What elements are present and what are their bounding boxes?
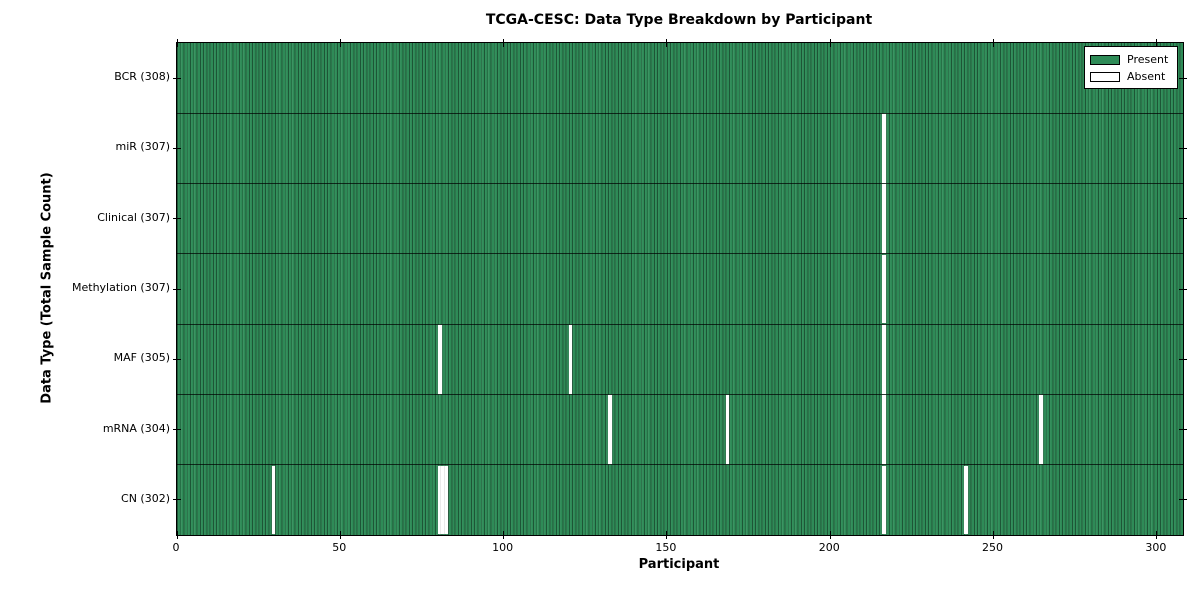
plot-area xyxy=(173,39,1187,539)
absent-mark-mrna-132 xyxy=(607,395,612,464)
absent-mark-cn-241 xyxy=(964,465,968,535)
x-tick xyxy=(666,531,668,539)
absent-swatch-icon xyxy=(1090,71,1120,82)
x-tick-label: 100 xyxy=(492,541,514,554)
absent-mark-methylation-216 xyxy=(882,254,886,324)
y-tick xyxy=(173,429,181,431)
x-tick xyxy=(503,39,505,47)
y-tick xyxy=(1179,429,1187,431)
absent-mark-cn-81 xyxy=(441,465,445,535)
absent-mark-maf-216 xyxy=(882,324,886,394)
y-tick xyxy=(173,499,181,501)
x-tick xyxy=(339,531,341,539)
row-separator xyxy=(177,183,1183,185)
y-tick xyxy=(1179,77,1187,79)
y-tick xyxy=(173,218,181,220)
row-separator xyxy=(177,112,1183,114)
absent-mark-maf-80 xyxy=(438,324,442,394)
row-separator xyxy=(177,323,1183,325)
y-tick-label-bcr: BCR (308) xyxy=(114,70,170,84)
x-tick-label: 150 xyxy=(655,541,677,554)
x-tick-label: 300 xyxy=(1145,541,1167,554)
y-tick xyxy=(1179,218,1187,220)
legend-entry-present: Present xyxy=(1090,51,1172,68)
legend-label-absent: Absent xyxy=(1127,70,1166,83)
y-tick xyxy=(173,358,181,360)
x-tick-label: 0 xyxy=(172,541,180,554)
x-tick xyxy=(503,531,505,539)
absent-mark-mrna-168 xyxy=(725,395,730,464)
absent-mark-maf-120 xyxy=(568,324,573,394)
y-tick xyxy=(1179,147,1187,149)
y-tick xyxy=(1179,288,1187,290)
x-tick xyxy=(176,531,178,539)
x-tick xyxy=(176,39,178,47)
y-tick-label-mrna: mRNA (304) xyxy=(102,421,170,435)
row-separator xyxy=(177,253,1183,255)
x-tick xyxy=(829,39,831,47)
x-tick xyxy=(1156,39,1158,47)
absent-mark-cn-216 xyxy=(882,465,886,535)
absent-mark-clinical-216 xyxy=(882,184,886,254)
absent-mark-cn-80 xyxy=(438,465,442,535)
chart-title: TCGA-CESC: Data Type Breakdown by Partic… xyxy=(485,12,873,28)
x-tick xyxy=(993,39,995,47)
absent-mark-cn-82 xyxy=(444,465,449,535)
y-tick xyxy=(173,147,181,149)
y-tick-label-methylation: Methylation (307) xyxy=(72,281,170,294)
row-separator xyxy=(177,464,1183,466)
y-tick xyxy=(173,77,181,79)
y-tick-label-clinical: Clinical (307) xyxy=(97,210,170,224)
absent-mark-mrna-216 xyxy=(882,395,886,464)
absent-mark-cn-29 xyxy=(271,465,276,535)
x-tick xyxy=(666,39,668,47)
x-tick-label: 50 xyxy=(332,541,347,554)
x-tick-label: 250 xyxy=(982,541,1004,554)
x-tick xyxy=(829,531,831,539)
x-tick xyxy=(993,531,995,539)
y-tick xyxy=(1179,499,1187,501)
x-axis-title: Participant xyxy=(638,557,720,572)
y-tick-label-cn: CN (302) xyxy=(121,491,170,505)
present-swatch-icon xyxy=(1090,54,1120,65)
legend-entry-absent: Absent xyxy=(1090,68,1172,85)
y-tick-label-mir: miR (307) xyxy=(115,140,171,154)
absent-mark-mir-216 xyxy=(882,114,886,183)
absent-mark-mrna-264 xyxy=(1039,395,1043,464)
legend: Present Absent xyxy=(1084,46,1178,89)
legend-label-present: Present xyxy=(1127,53,1169,66)
y-tick-label-maf: MAF (305) xyxy=(113,351,170,365)
x-tick xyxy=(339,39,341,47)
row-separator xyxy=(177,393,1183,395)
y-tick xyxy=(173,288,181,290)
x-tick xyxy=(1156,531,1158,539)
x-tick-label: 200 xyxy=(818,541,840,554)
y-tick xyxy=(1179,358,1187,360)
